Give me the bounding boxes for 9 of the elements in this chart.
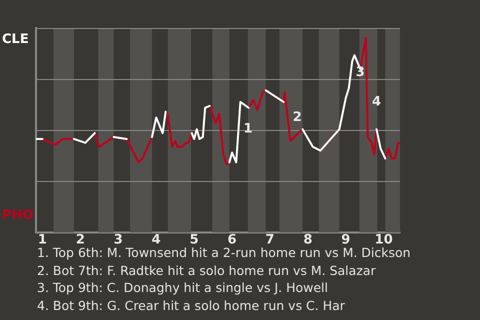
text: 2. Bot 7th: F. Radtke hit a solo home run vs M. Salazar <box>37 262 377 279</box>
annotation: 4 <box>372 94 382 110</box>
annotation: 2 <box>292 110 302 125</box>
text: 4. Bot 9th: G. Crear hit a solo home run vs C. Har <box>37 296 346 314</box>
annotation: 1 <box>243 122 253 137</box>
text: 3. Top 9th: C. Donaghy hit a single vs J. Howell <box>37 279 329 296</box>
text: CLE <box>2 32 29 47</box>
annotation: 3 <box>356 65 365 80</box>
text: PHO <box>2 208 34 223</box>
